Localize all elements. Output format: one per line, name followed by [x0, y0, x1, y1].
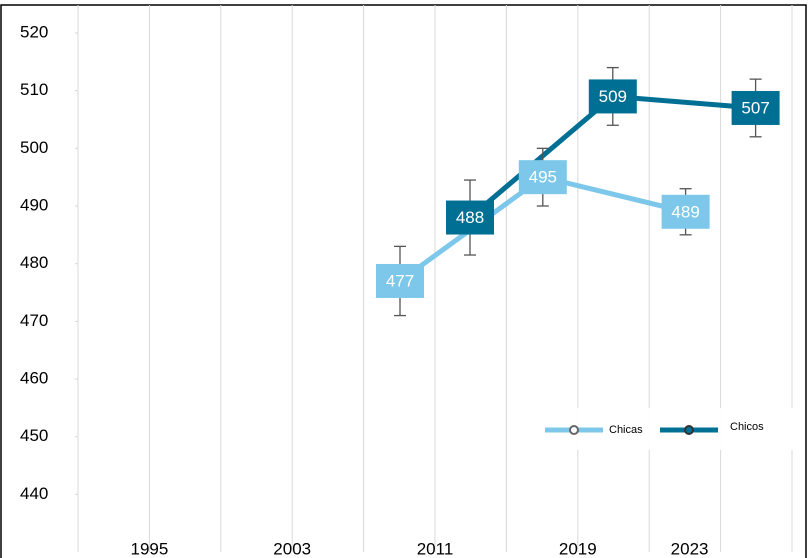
data-label-box [446, 200, 494, 235]
y-tick-label: 480 [20, 253, 48, 272]
data-label: 507 [741, 98, 769, 117]
data-label: 495 [529, 168, 557, 187]
data-label-box [518, 160, 567, 195]
legend-label: Chicos [730, 421, 764, 433]
y-tick-label: 510 [20, 80, 48, 99]
y-tick-label: 440 [20, 484, 48, 503]
data-label: 477 [386, 271, 414, 290]
legend-marker [684, 425, 694, 435]
y-tick-label: 470 [20, 311, 48, 330]
data-label-box [731, 90, 780, 125]
legend-label: Chicas [609, 424, 643, 436]
y-tick-label: 520 [20, 22, 48, 41]
legend-marker [569, 425, 579, 435]
data-label-box [661, 194, 710, 229]
data-label-box [376, 263, 424, 298]
x-tick-label: 2003 [273, 539, 311, 558]
x-tick-label: 2019 [559, 539, 597, 558]
y-tick-label: 490 [20, 195, 48, 214]
y-tick-label: 500 [20, 138, 48, 157]
y-tick-label: 450 [20, 426, 48, 445]
legend: Chicas Chicos [540, 408, 798, 450]
x-tick-label: 2023 [671, 539, 709, 558]
y-tick-label: 460 [20, 368, 48, 387]
data-label: 489 [671, 202, 699, 221]
data-label: 509 [599, 87, 627, 106]
data-label: 488 [456, 208, 484, 227]
x-tick-label: 2011 [417, 539, 454, 558]
data-label-box [588, 79, 637, 114]
x-tick-label: 1995 [130, 539, 168, 558]
